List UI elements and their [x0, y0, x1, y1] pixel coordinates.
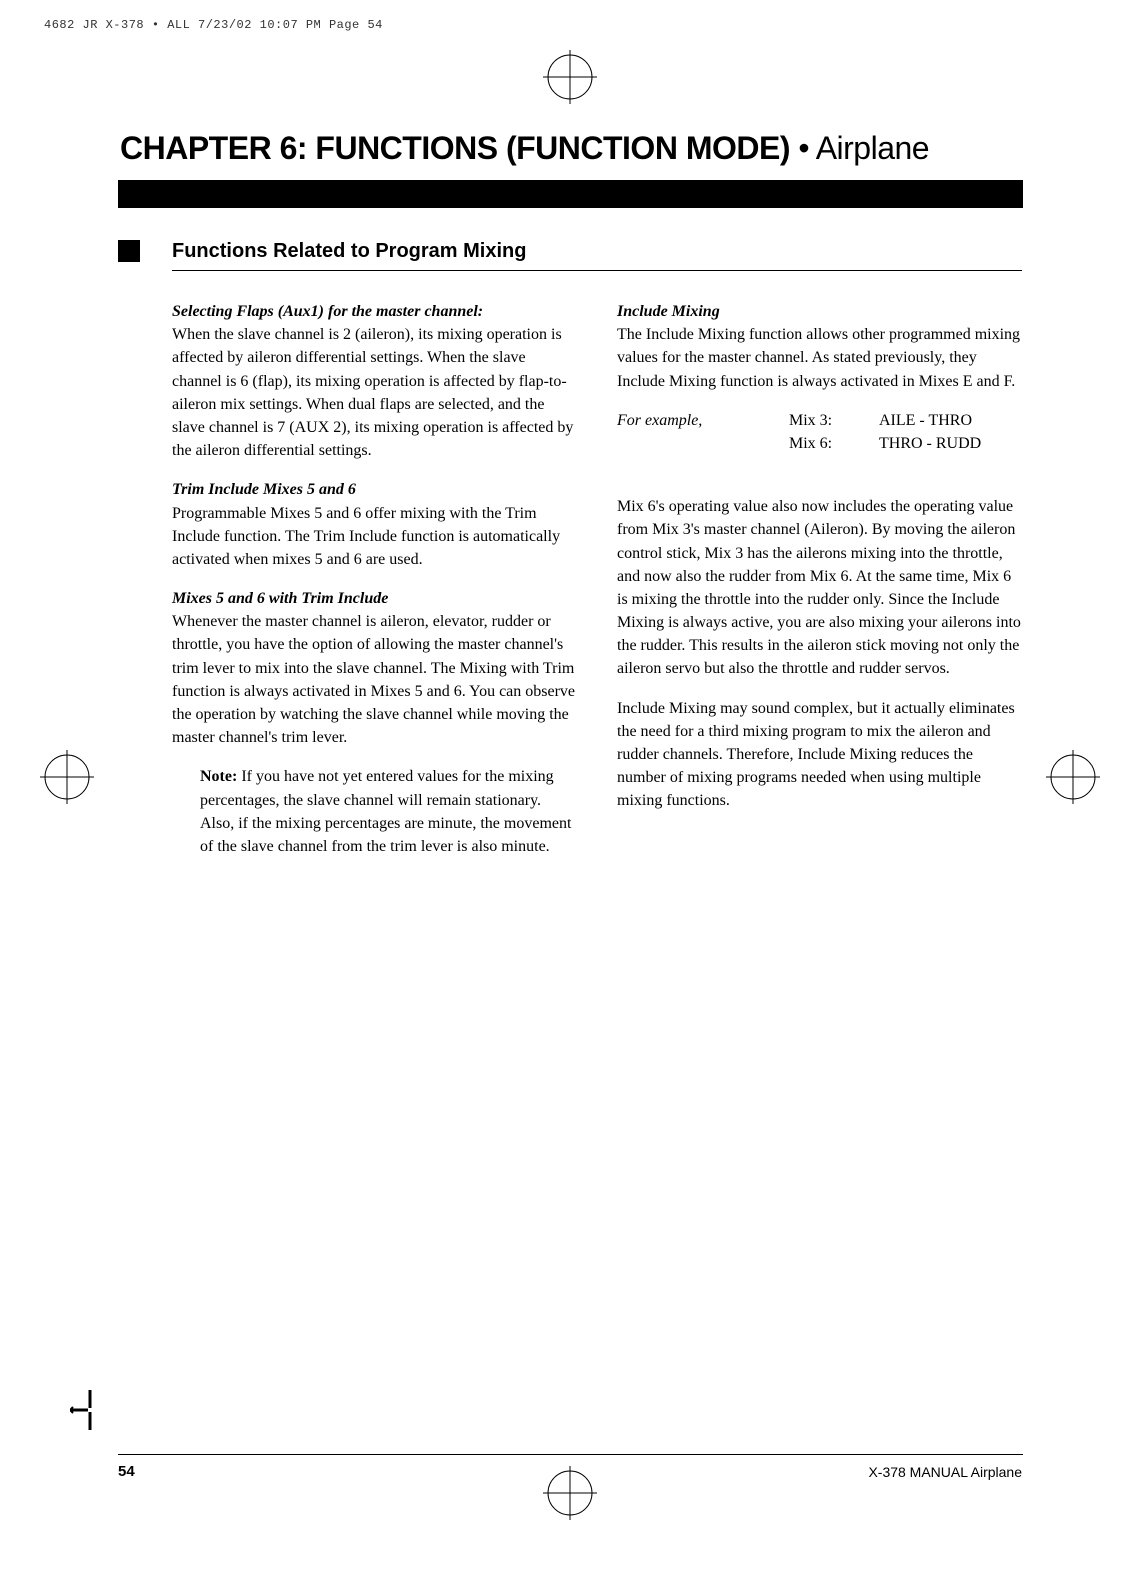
mix3-value: AILE - THRO: [879, 409, 1022, 432]
body-include-mixing: The Include Mixing function allows other…: [617, 326, 1020, 389]
registration-mark-right-icon: [1046, 750, 1100, 809]
section-rule: [172, 270, 1022, 271]
registration-mark-left-icon: [40, 750, 94, 809]
chapter-title-light: • Airplane: [790, 130, 929, 166]
note-body: If you have not yet entered values for t…: [200, 768, 571, 855]
subhead-include-mixing: Include Mixing: [617, 303, 720, 320]
title-bar: [118, 180, 1023, 208]
footer-rule: [118, 1454, 1023, 1455]
left-column: Selecting Flaps (Aux1) for the master ch…: [172, 300, 577, 874]
corner-crop-mark-icon: [70, 1390, 110, 1435]
content-columns: Selecting Flaps (Aux1) for the master ch…: [172, 300, 1022, 874]
registration-mark-bottom-icon: [543, 1466, 597, 1525]
section-heading: Functions Related to Program Mixing: [172, 240, 526, 263]
example-row-2: Mix 6: THRO - RUDD: [617, 432, 1022, 455]
page-number: 54: [118, 1463, 135, 1480]
note-block: Note: If you have not yet entered values…: [172, 765, 577, 858]
example-row-1: For example, Mix 3: AILE - THRO: [617, 409, 1022, 432]
body-trim-include: Programmable Mixes 5 and 6 offer mixing …: [172, 505, 560, 568]
manual-id: X-378 MANUAL Airplane: [868, 1464, 1022, 1480]
print-slug: 4682 JR X-378 • ALL 7/23/02 10:07 PM Pag…: [44, 18, 383, 32]
example-label: For example,: [617, 409, 789, 432]
subhead-mixes-trim: Mixes 5 and 6 with Trim Include: [172, 590, 388, 607]
example-spacer: [617, 432, 789, 455]
subhead-trim-include: Trim Include Mixes 5 and 6: [172, 481, 356, 498]
mix6-value: THRO - RUDD: [879, 432, 1022, 455]
registration-mark-top-icon: [543, 50, 597, 104]
section-marker-icon: [118, 240, 140, 262]
chapter-title-bold: CHAPTER 6: FUNCTIONS (FUNCTION MODE): [120, 130, 790, 166]
right-column: Include Mixing The Include Mixing functio…: [617, 300, 1022, 874]
body-selecting-flaps: When the slave channel is 2 (aileron), i…: [172, 326, 573, 459]
mix3-label: Mix 3:: [789, 409, 879, 432]
body-operating-value: Mix 6's operating value also now include…: [617, 495, 1022, 681]
body-mixes-trim: Whenever the master channel is aileron, …: [172, 613, 575, 746]
chapter-title: CHAPTER 6: FUNCTIONS (FUNCTION MODE) • A…: [120, 130, 929, 167]
mix6-label: Mix 6:: [789, 432, 879, 455]
subhead-selecting-flaps: Selecting Flaps (Aux1) for the master ch…: [172, 303, 483, 320]
note-label: Note:: [200, 768, 241, 785]
body-conclusion: Include Mixing may sound complex, but it…: [617, 697, 1022, 813]
